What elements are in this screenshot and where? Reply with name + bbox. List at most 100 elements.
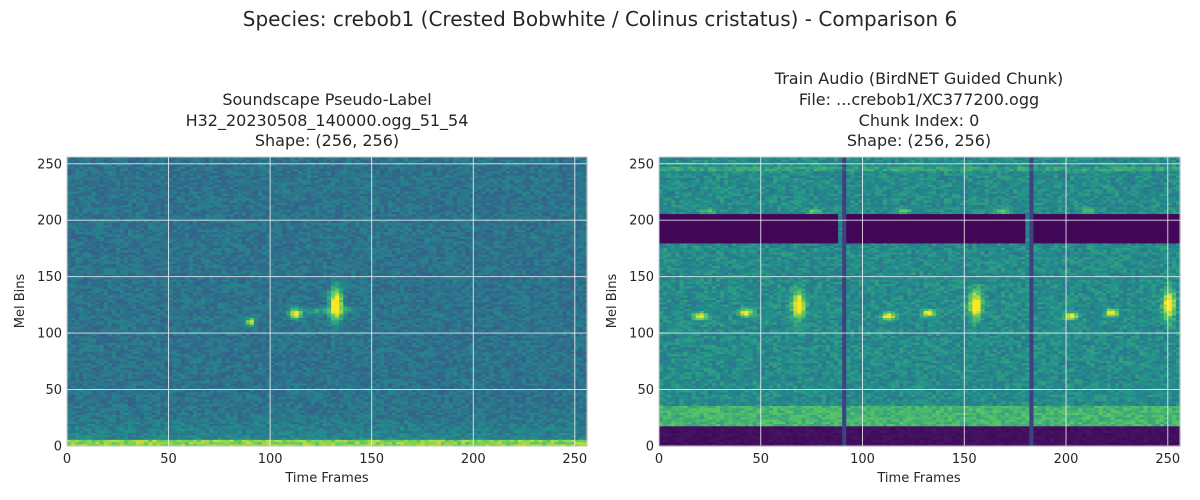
- spectrogram-cell: [119, 427, 125, 431]
- spectrogram-cell: [87, 443, 92, 447]
- spectrogram-cell: [257, 436, 263, 440]
- spectrogram-cell: [509, 434, 515, 438]
- spectrogram-cell: [322, 439, 328, 443]
- spectrogram-cell: [420, 427, 426, 431]
- spectrogram-cell: [351, 441, 357, 445]
- spectrogram-cell: [546, 418, 552, 422]
- spectrogram-cell: [383, 427, 389, 431]
- spectrogram-cell: [99, 439, 105, 443]
- spectrogram-cell: [237, 418, 243, 422]
- spectrogram-cell: [115, 418, 121, 422]
- spectrogram-cell: [582, 430, 588, 434]
- spectrogram-cell: [302, 441, 308, 445]
- spectrogram-cell: [262, 443, 267, 447]
- spectrogram-cell: [249, 439, 255, 443]
- spectrogram-cell: [164, 443, 170, 447]
- spectrogram-cell: [83, 436, 88, 440]
- spectrogram-cell: [522, 427, 527, 431]
- spectrogram-cell: [534, 441, 539, 445]
- spectrogram-cell: [351, 421, 357, 425]
- spectrogram-cell: [461, 421, 466, 425]
- spectrogram-cell: [164, 421, 170, 425]
- spectrogram-cell: [119, 434, 125, 438]
- spectrogram-cell: [257, 434, 263, 438]
- spectrogram-cell: [469, 436, 474, 440]
- spectrogram-cell: [400, 432, 405, 436]
- spectrogram-cell: [123, 430, 129, 434]
- spectrogram-cell: [75, 443, 80, 447]
- spectrogram-cell: [95, 432, 101, 436]
- spectrogram-cell: [132, 441, 137, 445]
- spectrogram-cell: [91, 427, 97, 431]
- spectrogram-cell: [355, 418, 361, 422]
- spectrogram-cell: [176, 423, 182, 427]
- spectrogram-cell: [558, 418, 564, 422]
- spectrogram-cell: [436, 423, 442, 427]
- spectrogram-cell: [225, 430, 231, 434]
- spectrogram-cell: [517, 432, 523, 436]
- spectrogram-cell: [542, 421, 547, 425]
- spectrogram-cell: [87, 423, 92, 427]
- spectrogram-cell: [278, 443, 283, 447]
- spectrogram-cell: [408, 434, 413, 438]
- spectrogram-cell: [168, 439, 174, 443]
- spectrogram-cell: [546, 430, 552, 434]
- plot-title-line: Soundscape Pseudo-Label: [222, 90, 431, 109]
- spectrogram-cell: [136, 421, 141, 425]
- spectrogram-cell: [123, 432, 129, 436]
- spectrogram-cell: [233, 425, 239, 429]
- spectrogram-cell: [188, 421, 194, 425]
- spectrogram-cell: [67, 425, 72, 429]
- spectrogram-cell: [107, 427, 113, 431]
- spectrogram-cell: [355, 432, 361, 436]
- spectrogram-cell: [513, 434, 519, 438]
- spectrogram-cell: [404, 421, 409, 425]
- spectrogram-cell: [322, 423, 328, 427]
- spectrogram-cell: [347, 443, 352, 447]
- spectrogram-cell: [103, 416, 109, 420]
- spectrogram-cell: [469, 427, 474, 431]
- spectrogram-cell: [578, 432, 584, 436]
- spectrogram-cell: [314, 443, 320, 447]
- spectrogram-cell: [392, 418, 397, 422]
- spectrogram-cell: [363, 432, 369, 436]
- spectrogram-cell: [197, 443, 202, 447]
- spectrogram-cell: [542, 436, 547, 440]
- spectrogram-cell: [241, 425, 247, 429]
- spectrogram-cell: [148, 427, 153, 431]
- spectrogram-cell: [371, 418, 377, 422]
- spectrogram-cell: [509, 436, 515, 440]
- spectrogram-cell: [379, 443, 385, 447]
- spectrogram-cell: [444, 425, 450, 429]
- spectrogram-cell: [534, 430, 539, 434]
- spectrogram-cell: [412, 436, 417, 440]
- spectrogram-cell: [432, 425, 438, 429]
- spectrogram-cell: [123, 418, 129, 422]
- spectrogram-cell: [582, 443, 588, 447]
- spectrogram-cell: [371, 421, 377, 425]
- spectrogram-cell: [310, 441, 316, 445]
- spectrogram-cell: [144, 423, 149, 427]
- spectrogram-cell: [245, 436, 251, 440]
- spectrogram-cell: [205, 418, 210, 422]
- spectrogram-cell: [180, 432, 186, 436]
- spectrogram-cell: [75, 425, 80, 429]
- spectrogram-cell: [444, 427, 450, 431]
- spectrogram-cell: [197, 434, 202, 438]
- spectrogram-cell: [87, 436, 92, 440]
- spectrogram-cell: [127, 434, 133, 438]
- spectrogram-cell: [278, 427, 283, 431]
- spectrogram-cell: [497, 425, 503, 429]
- spectrogram-cell: [489, 427, 495, 431]
- spectrogram-cell: [582, 434, 588, 438]
- spectrogram-cell: [176, 425, 182, 429]
- spectrogram-cell: [392, 436, 397, 440]
- spectrogram-cell: [578, 421, 584, 425]
- spectrogram-cell: [546, 436, 552, 440]
- spectrogram-cell: [152, 421, 157, 425]
- spectrogram-cell: [306, 423, 312, 427]
- spectrogram-cell: [367, 430, 373, 434]
- spectrogram-cell: [302, 434, 308, 438]
- spectrogram-cell: [473, 439, 478, 443]
- spectrogram-cell: [225, 441, 231, 445]
